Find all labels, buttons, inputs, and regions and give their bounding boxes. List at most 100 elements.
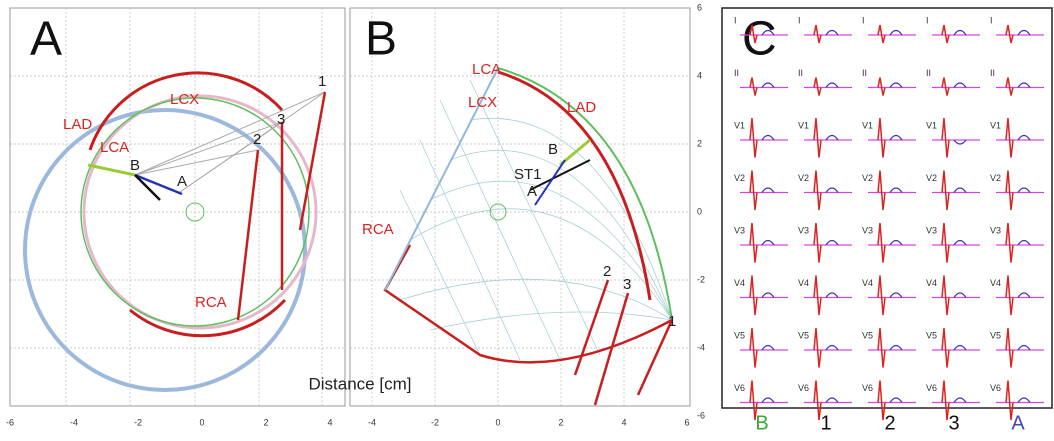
panel-label: B xyxy=(365,13,397,66)
qrs xyxy=(813,77,822,96)
qrs xyxy=(813,222,822,263)
qrs xyxy=(1005,117,1014,158)
t-wave xyxy=(953,239,967,246)
qrs xyxy=(941,170,950,211)
lead-label: V4 xyxy=(798,278,809,288)
x-tick-label: -4 xyxy=(70,417,78,427)
qrs xyxy=(749,380,758,421)
qrs xyxy=(749,77,758,96)
outline-green xyxy=(497,67,673,321)
lead-label: V5 xyxy=(926,330,937,340)
t-wave xyxy=(1017,239,1031,246)
qrs xyxy=(1005,170,1014,211)
lead-label: V1 xyxy=(926,120,937,130)
lead-label: V1 xyxy=(734,120,745,130)
lead-label: V6 xyxy=(798,383,809,393)
frame xyxy=(9,7,346,407)
annotation: 1 xyxy=(318,73,326,90)
t-wave xyxy=(953,292,967,298)
annotation: 3 xyxy=(277,111,285,128)
t-wave xyxy=(825,29,839,36)
qrs xyxy=(813,275,822,316)
annotation: LAD xyxy=(63,116,92,133)
outline-blue xyxy=(384,67,499,291)
t-wave xyxy=(889,344,903,351)
t-wave xyxy=(761,134,775,141)
column-label: 1 xyxy=(820,412,831,434)
t-wave xyxy=(825,292,839,298)
qrs xyxy=(941,327,950,368)
t-wave xyxy=(1017,134,1031,141)
y-tick-label: 4 xyxy=(697,70,702,80)
qrs xyxy=(877,24,886,44)
qrs xyxy=(749,222,758,263)
t-wave xyxy=(1017,187,1031,193)
y-tick-label: -6 xyxy=(697,410,705,420)
x-tick-label: -6 xyxy=(6,417,14,427)
t-wave xyxy=(953,82,967,88)
qrs xyxy=(877,327,886,368)
t-wave xyxy=(953,344,967,351)
qrs xyxy=(749,24,758,44)
qrs xyxy=(749,170,758,211)
lead-label: V6 xyxy=(734,383,745,393)
annotation: RCA xyxy=(195,294,227,311)
lead-label: II xyxy=(862,68,867,78)
lead-label: V6 xyxy=(926,383,937,393)
x-tick-label: -2 xyxy=(134,417,142,427)
center xyxy=(185,202,205,222)
x-tick-label: 0 xyxy=(495,417,500,427)
catheters xyxy=(573,279,674,406)
t-wave xyxy=(825,239,839,246)
lead-label: V2 xyxy=(990,173,1001,183)
vessel-red xyxy=(383,244,673,364)
vessel-red xyxy=(88,71,287,338)
qrs xyxy=(1005,77,1014,96)
qrs xyxy=(749,327,758,368)
lead-label: V2 xyxy=(734,173,745,183)
x-tick-label: 4 xyxy=(327,417,332,427)
qrs xyxy=(877,380,886,421)
t-wave xyxy=(889,187,903,193)
annotation: 2 xyxy=(253,131,261,148)
lead-label: I xyxy=(990,15,993,25)
lead-label: V1 xyxy=(862,120,873,130)
qrs xyxy=(1005,24,1014,44)
x-tick-label: -2 xyxy=(431,417,439,427)
t-wave xyxy=(761,239,775,246)
annotation: B xyxy=(130,157,140,174)
t-wave xyxy=(889,292,903,298)
qrs xyxy=(813,380,822,421)
outline-pink xyxy=(82,94,318,330)
lead-label: I xyxy=(862,15,865,25)
axis-label: Distance [cm] xyxy=(309,374,412,393)
panel-b: B LCA LCX LAD B ST1 A RCA 2 3 1 xyxy=(349,7,691,407)
rays xyxy=(134,91,326,193)
t-wave xyxy=(953,397,967,403)
qrs xyxy=(877,222,886,263)
x-tick-label: 0 xyxy=(199,417,204,427)
qrs xyxy=(877,170,886,211)
annotation: 3 xyxy=(623,276,631,293)
column-label: B xyxy=(755,412,768,434)
center xyxy=(489,203,507,221)
lead-label: V3 xyxy=(798,225,809,235)
qrs xyxy=(941,24,950,44)
t-wave xyxy=(953,29,967,36)
t-wave xyxy=(953,187,967,193)
qrs xyxy=(1005,327,1014,368)
lead-label: V3 xyxy=(990,225,1001,235)
annotation: LCA xyxy=(100,139,129,156)
column-label: A xyxy=(1011,412,1025,434)
t-wave xyxy=(889,397,903,403)
qrs xyxy=(1005,222,1014,263)
y-tick-label: 0 xyxy=(697,206,702,216)
lead-label: I xyxy=(734,15,737,25)
ticks: -6 -4 -2 0 2 4 -4 -2 0 2 4 6 6 4 2 0 -2 -4 -6 xyxy=(6,2,705,427)
lead-label: V4 xyxy=(862,278,873,288)
annotation: LCX xyxy=(468,94,497,111)
x-tick-label: 2 xyxy=(558,417,563,427)
lead-label: V6 xyxy=(990,383,1001,393)
lead-label: V5 xyxy=(862,330,873,340)
